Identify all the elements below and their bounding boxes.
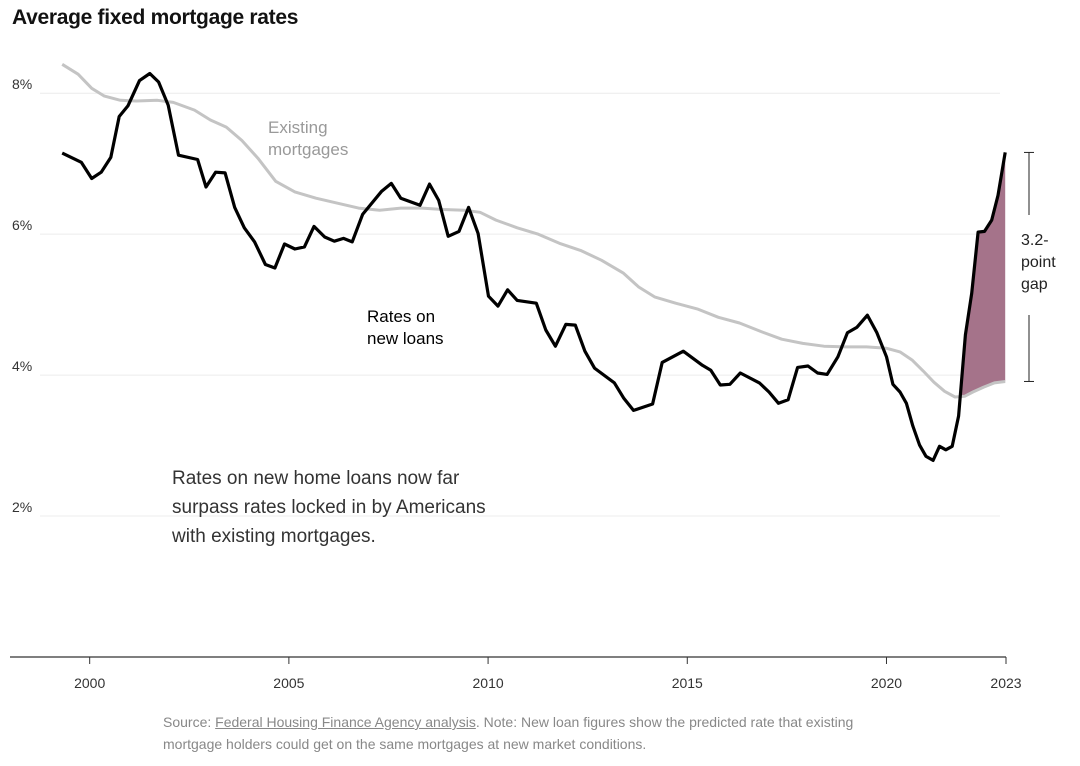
y-tick-label: 6% bbox=[12, 217, 32, 233]
source-note: . Note: New loan figures show the predic… bbox=[163, 714, 854, 752]
x-tick-label: 2005 bbox=[273, 675, 304, 691]
x-tick-label: 2010 bbox=[473, 675, 504, 691]
y-tick-label: 2% bbox=[12, 499, 32, 515]
gap-annotation: 3.2-point gap bbox=[1021, 232, 1056, 293]
series-label: Rates on new loans bbox=[367, 307, 444, 348]
y-tick-label: 4% bbox=[12, 358, 32, 374]
source-link[interactable]: Federal Housing Finance Agency analysis bbox=[215, 714, 476, 730]
series-label: Existing mortgages bbox=[268, 118, 349, 159]
source-label: Source: bbox=[163, 714, 212, 730]
y-tick-label: 8% bbox=[12, 76, 32, 92]
series-line bbox=[61, 63, 1006, 399]
x-tick-label: 2015 bbox=[672, 675, 703, 691]
note-annotation: Rates on new home loans now far surpass … bbox=[172, 468, 486, 547]
series-line bbox=[61, 71, 1007, 462]
x-tick-label: 2023 bbox=[990, 675, 1021, 691]
chart-title: Average fixed mortgage rates bbox=[12, 6, 299, 29]
x-tick-label: 2020 bbox=[871, 675, 902, 691]
x-tick-label: 2000 bbox=[74, 675, 105, 691]
source: Source: Federal Housing Finance Agency a… bbox=[163, 711, 873, 755]
